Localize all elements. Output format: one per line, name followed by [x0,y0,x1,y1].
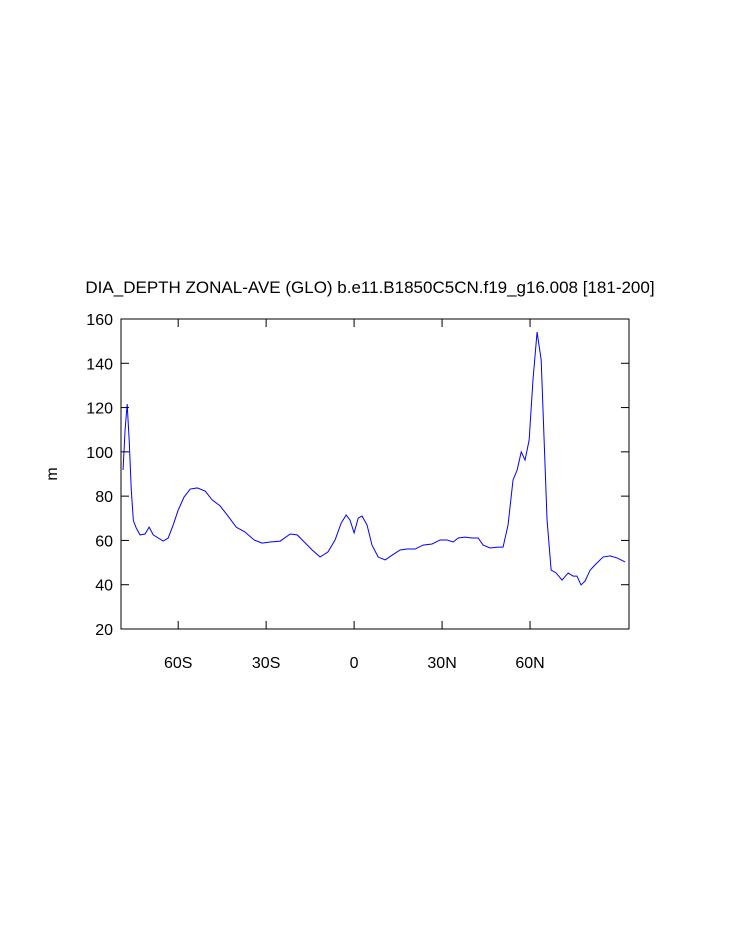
y-tick-label: 20 [95,622,113,639]
y-tick-label: 40 [95,578,113,595]
chart-title: DIA_DEPTH ZONAL-AVE (GLO) b.e11.B1850C5C… [85,278,654,297]
y-tick-label: 60 [95,533,113,550]
y-tick-label: 80 [95,489,113,506]
x-tick-label: 60S [164,655,192,672]
y-axis-label: m [44,467,61,480]
x-tick-label: 30S [252,655,280,672]
plot-frame [120,318,630,630]
y-tick-label: 120 [86,401,113,418]
x-tick-label: 0 [350,655,359,672]
x-tick-label: 60N [515,655,544,672]
data-line [122,331,626,586]
y-tick-label: 140 [86,356,113,373]
x-tick-label: 30N [427,655,456,672]
y-tick-label: 160 [86,312,113,329]
y-tick-label: 100 [86,445,113,462]
